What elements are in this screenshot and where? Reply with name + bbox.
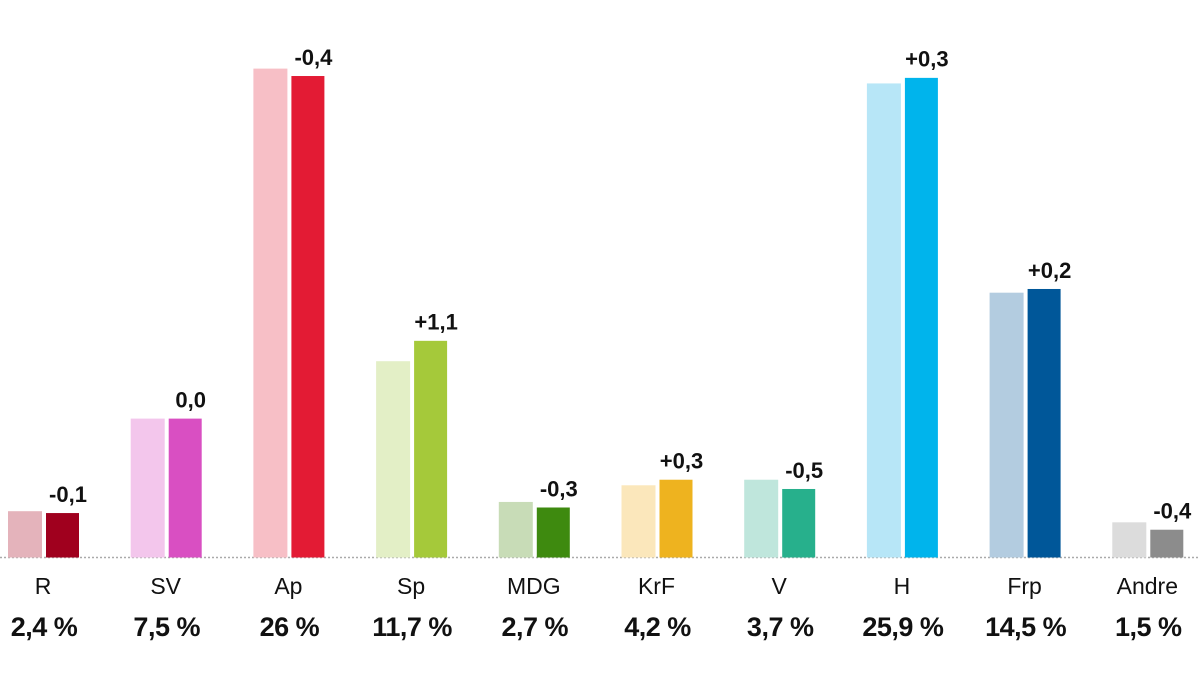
x-tick-label: KrF: [638, 573, 675, 599]
bar: [46, 513, 79, 558]
value-label: 11,7 %: [372, 612, 452, 642]
bar: [1150, 529, 1184, 558]
change-label: +0,2: [1028, 258, 1071, 283]
value-label: 3,7 %: [747, 612, 814, 642]
value-label: 26 %: [260, 612, 320, 642]
bar: [414, 340, 448, 558]
bar: [744, 479, 779, 558]
x-tick-label: MDG: [507, 573, 561, 599]
value-label: 1,5 %: [1115, 612, 1182, 642]
change-label: -0,5: [785, 458, 823, 483]
bar: [782, 488, 816, 558]
value-label: 2,4 %: [11, 612, 78, 642]
value-label: 7,5 %: [133, 612, 200, 642]
change-label: -0,4: [294, 45, 333, 70]
x-tick-label: SV: [150, 573, 181, 599]
x-tick-label: Andre: [1117, 573, 1178, 599]
bar: [8, 511, 42, 558]
change-label: 0,0: [175, 387, 206, 412]
change-label: -0,4: [1153, 499, 1192, 524]
change-label: -0,3: [540, 476, 578, 501]
value-label: 2,7 %: [502, 612, 569, 642]
bar: [168, 418, 202, 558]
bar: [1027, 288, 1061, 558]
bar: [659, 479, 693, 558]
bar: [1112, 522, 1147, 558]
bar: [376, 361, 411, 558]
bar: [621, 485, 656, 558]
bar: [989, 292, 1024, 558]
x-tick-label: H: [894, 573, 911, 599]
bar: [866, 83, 901, 558]
value-label: 4,2 %: [624, 612, 691, 642]
change-label: -0,1: [49, 482, 87, 507]
bar: [536, 507, 570, 558]
bar: [904, 77, 938, 558]
value-label: 25,9 %: [862, 612, 944, 642]
bar: [498, 501, 533, 558]
bar: [253, 68, 288, 558]
x-tick-label: Sp: [397, 573, 425, 599]
bar: [291, 76, 325, 558]
x-tick-label: Frp: [1007, 573, 1042, 599]
change-label: +0,3: [905, 47, 948, 72]
x-tick-label: V: [772, 573, 788, 599]
bar: [130, 418, 165, 558]
change-label: +1,1: [414, 310, 457, 335]
x-tick-label: Ap: [274, 573, 302, 599]
x-tick-label: R: [35, 573, 52, 599]
value-label: 14,5 %: [985, 612, 1067, 642]
change-label: +0,3: [660, 449, 703, 474]
